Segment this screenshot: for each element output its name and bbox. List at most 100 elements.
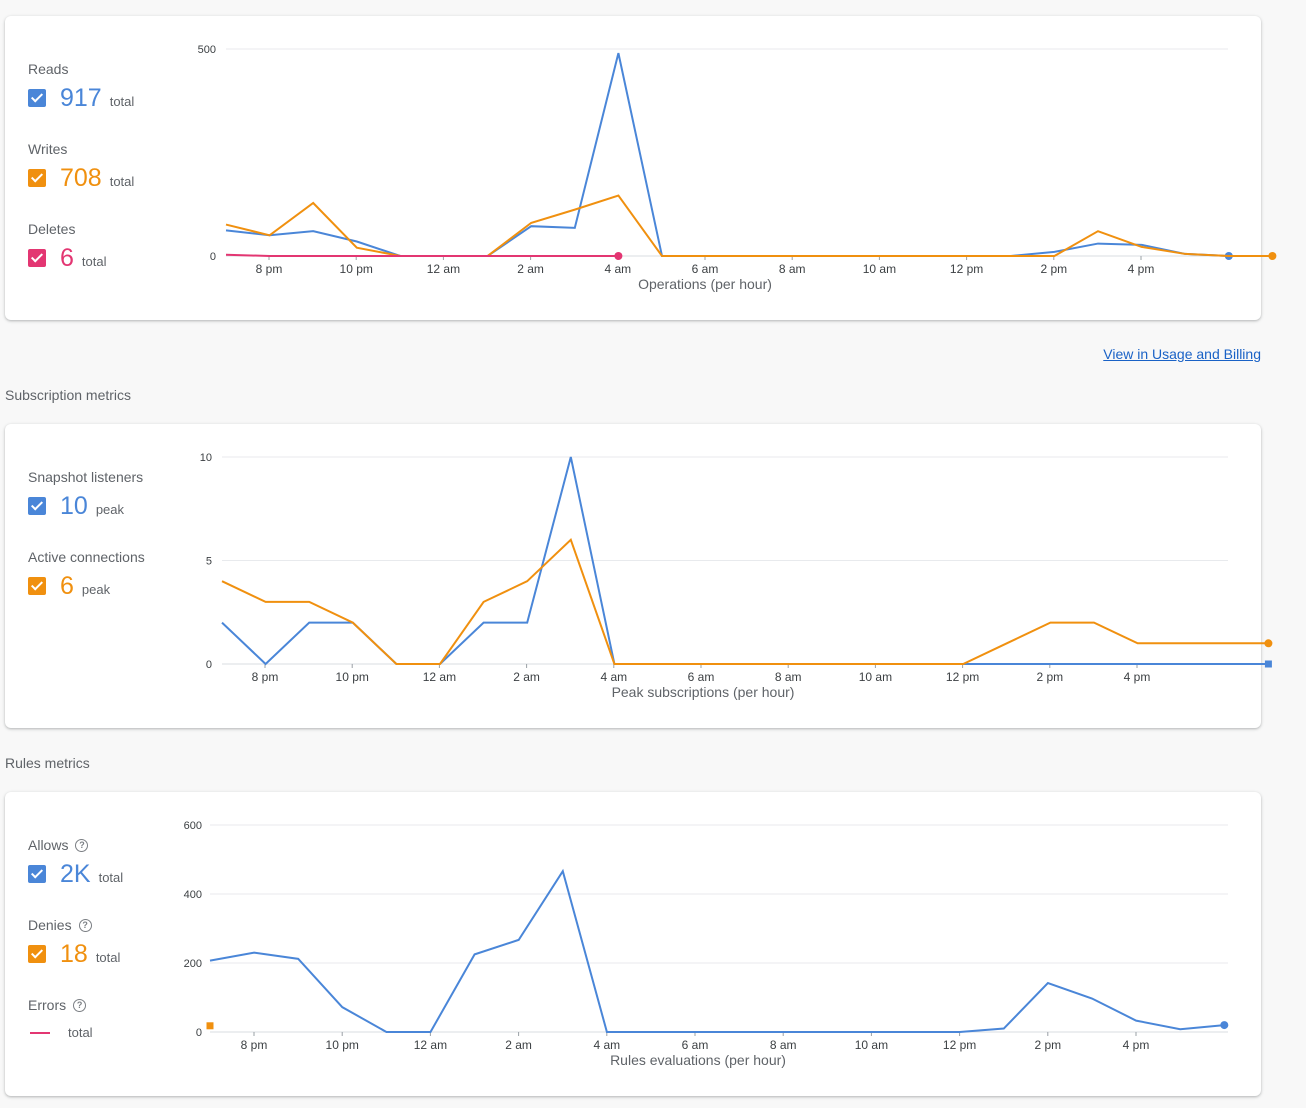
x-tick-label: 8 pm <box>252 670 279 684</box>
writes-unit: total <box>109 174 135 189</box>
x-tick-label: 6 am <box>692 262 719 276</box>
errors-line-swatch <box>30 1031 50 1034</box>
denies-help-icon[interactable]: ? <box>78 918 92 932</box>
denies-value: 18 <box>60 940 88 968</box>
active-connections-label: Active connections <box>28 549 145 565</box>
errors-unit: total <box>68 1025 93 1040</box>
series-end-dot <box>1264 639 1273 648</box>
snapshot-listeners-value: 10 <box>60 492 88 520</box>
x-tick-label: 8 am <box>770 1038 797 1052</box>
writes-value: 708 <box>60 164 102 192</box>
x-tick-label: 8 am <box>779 262 806 276</box>
x-tick-label: 4 am <box>604 262 631 276</box>
y-tick-label: 500 <box>198 44 216 56</box>
denies-checkbox[interactable] <box>28 945 46 963</box>
subscription-section-title: Subscription metrics <box>5 387 132 403</box>
series-line-allows <box>209 868 1225 1033</box>
y-tick-label: 600 <box>184 820 202 832</box>
reads-unit: total <box>109 94 135 109</box>
y-tick-label: 400 <box>184 889 202 901</box>
subscription-card: Snapshot listeners 10 peak Active connec… <box>5 424 1273 728</box>
legend-errors: Errors ? total <box>28 997 93 1040</box>
y-tick-label: 5 <box>206 556 212 568</box>
legend-deletes: Deletes 6 total <box>28 221 106 272</box>
allows-label: Allows <box>28 837 69 853</box>
x-tick-label: 4 pm <box>1124 670 1151 684</box>
series-end-square <box>1264 660 1272 668</box>
rules-chart: 0 200 400 600 8 pm 10 pm 12 am 2 am 4 am 6 am 8 am… <box>184 820 1229 1068</box>
x-tick-label: 2 am <box>505 1038 532 1052</box>
writes-label: Writes <box>28 141 68 157</box>
rules-card: Allows ? 2K total Denies ? 18 total Erro… <box>5 792 1261 1096</box>
series-line-reads <box>225 52 1229 257</box>
snapshot-listeners-label: Snapshot listeners <box>28 469 144 485</box>
x-tick-label: 12 pm <box>950 262 983 276</box>
allows-help-icon[interactable]: ? <box>75 838 89 852</box>
allows-unit: total <box>98 870 124 885</box>
active-connections-unit: peak <box>81 582 111 597</box>
allows-label-row: Allows ? <box>28 837 123 853</box>
snapshot-listeners-unit: peak <box>95 502 125 517</box>
series-line-deletes <box>225 253 619 257</box>
active-connections-checkbox[interactable] <box>28 577 46 595</box>
rules-section-title: Rules metrics <box>5 755 90 771</box>
series-end-dot <box>1268 252 1277 260</box>
x-tick-label: 2 pm <box>1040 262 1067 276</box>
legend-denies: Denies ? 18 total <box>28 917 120 968</box>
series-end-dot <box>1220 1021 1229 1030</box>
view-usage-billing-link[interactable]: View in Usage and Billing <box>1103 346 1261 362</box>
allows-checkbox[interactable] <box>28 865 46 883</box>
x-tick-label: 2 am <box>513 670 540 684</box>
y-tick-label: 10 <box>200 452 212 464</box>
y-tick-label: 0 <box>196 1027 202 1039</box>
x-tick-label: 6 am <box>688 670 715 684</box>
reads-value: 917 <box>60 84 102 112</box>
legend-snapshot-listeners: Snapshot listeners 10 peak <box>28 469 143 520</box>
legend-active-connections: Active connections 6 peak <box>28 549 145 600</box>
deletes-checkbox[interactable] <box>28 249 46 267</box>
x-tick-label: 4 am <box>600 670 627 684</box>
x-tick-label: 10 pm <box>340 262 373 276</box>
x-tick-label: 2 am <box>517 262 544 276</box>
x-tick-label: 12 am <box>414 1038 447 1052</box>
y-tick-label: 200 <box>184 958 202 970</box>
operations-chart: 0 500 8 pm 10 pm 12 am 2 am 4 am 6 am 8 am 10 am 1… <box>198 44 1277 292</box>
x-tick-label: 8 pm <box>241 1038 268 1052</box>
y-tick-label: 0 <box>210 251 216 263</box>
x-tick-label: 6 am <box>682 1038 709 1052</box>
deletes-label: Deletes <box>28 221 76 237</box>
x-tick-label: 10 am <box>855 1038 888 1052</box>
series-line-active-connections <box>221 538 1269 665</box>
denies-label-row: Denies ? <box>28 917 120 933</box>
x-tick-label: 10 am <box>863 262 896 276</box>
x-tick-label: 4 pm <box>1128 262 1155 276</box>
deletes-unit: total <box>81 254 107 269</box>
x-axis-title: Operations (per hour) <box>638 276 772 292</box>
errors-label-row: Errors ? <box>28 997 93 1013</box>
x-tick-label: 12 pm <box>946 670 979 684</box>
x-tick-label: 4 pm <box>1123 1038 1150 1052</box>
denies-label: Denies <box>28 917 72 933</box>
deletes-value: 6 <box>60 244 74 272</box>
errors-help-icon[interactable]: ? <box>73 998 87 1012</box>
x-tick-label: 8 am <box>775 670 802 684</box>
x-tick-label: 12 pm <box>943 1038 976 1052</box>
snapshot-listeners-checkbox[interactable] <box>28 497 46 515</box>
legend-writes: Writes 708 total <box>28 141 134 192</box>
errors-label: Errors <box>28 997 67 1013</box>
subscription-chart: 0 5 10 8 pm 10 pm 12 am 2 am 4 am 6 am 8 am 10 am 1… <box>200 452 1273 700</box>
writes-checkbox[interactable] <box>28 169 46 187</box>
operations-card: Reads 917 total Writes 708 total Deletes… <box>5 16 1277 320</box>
denies-unit: total <box>95 950 121 965</box>
x-axis-title: Peak subscriptions (per hour) <box>612 684 795 700</box>
legend-allows: Allows ? 2K total <box>28 837 123 888</box>
y-tick-label: 0 <box>206 659 212 671</box>
reads-checkbox[interactable] <box>28 89 46 107</box>
x-axis-title: Rules evaluations (per hour) <box>610 1052 786 1068</box>
legend-reads: Reads 917 total <box>28 61 134 112</box>
series-line-writes <box>225 194 1273 257</box>
series-end-dot <box>614 252 623 260</box>
x-tick-label: 10 am <box>859 670 892 684</box>
x-tick-label: 12 am <box>423 670 456 684</box>
x-tick-label: 12 am <box>427 262 460 276</box>
